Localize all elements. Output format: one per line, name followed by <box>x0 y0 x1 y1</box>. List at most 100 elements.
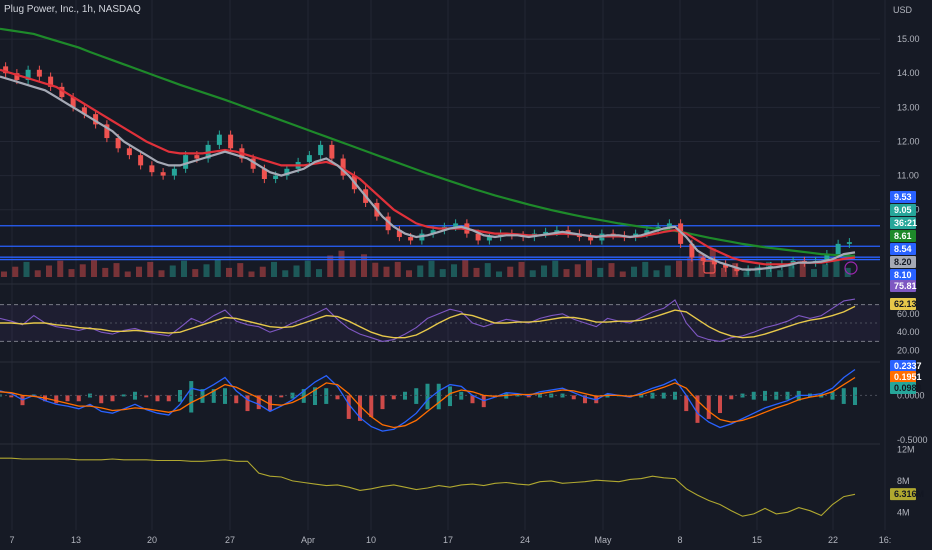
volume-bar-4 <box>46 265 52 277</box>
macd-hist-52 <box>583 395 587 404</box>
macd-hist-31 <box>346 395 351 419</box>
volume-bar-57 <box>642 261 649 277</box>
time-tick-7: 24 <box>520 535 530 545</box>
volume-bar-71 <box>799 260 806 277</box>
candle-body-49 <box>554 230 560 232</box>
macd-hist-16 <box>178 390 182 402</box>
rsi-tick-0: 60.00 <box>897 309 920 319</box>
time-tick-6: 17 <box>443 535 453 545</box>
volume-bar-73 <box>822 264 829 277</box>
rsi-label-1: 62.13 <box>894 299 917 309</box>
volume-bar-10 <box>113 263 120 277</box>
volume-bar-42 <box>473 267 480 277</box>
rsi-ma-line <box>0 305 856 339</box>
price-label-1: 9.05 <box>894 205 912 215</box>
macd-hist-23 <box>256 395 261 410</box>
volume-bar-20 <box>226 267 232 277</box>
macd-tick-0: 0.0000 <box>897 390 925 400</box>
volume-bar-1 <box>12 266 19 277</box>
macd-hist-1 <box>9 395 14 398</box>
currency-label: USD <box>892 5 912 15</box>
candle-body-61 <box>689 243 695 258</box>
volume-tick-1: 8M <box>897 476 910 486</box>
price-tick-1: 14.00 <box>897 68 920 78</box>
volume-bar-32 <box>361 254 367 277</box>
volume-bar-38 <box>428 260 435 277</box>
macd-hist-67 <box>751 391 756 400</box>
volume-bar-69 <box>777 270 784 277</box>
candle-body-60 <box>678 223 684 244</box>
candle-body-12 <box>138 155 144 166</box>
price-label-4-bg <box>890 243 916 255</box>
volume-bar-52 <box>586 259 592 277</box>
candle-body-6 <box>70 97 76 108</box>
volume-bar-72 <box>811 269 817 277</box>
volume-bar-37 <box>417 265 424 277</box>
volume-bar-33 <box>372 262 379 277</box>
candle-body-40 <box>453 223 459 227</box>
price-label-0: 9.53 <box>894 192 912 202</box>
price-tick-4: 11.00 <box>897 171 919 181</box>
volume-bar-74 <box>833 259 840 277</box>
time-tick-1: 13 <box>71 535 81 545</box>
macd-hist-28 <box>313 387 317 405</box>
volume-bar-31 <box>349 259 356 277</box>
macd-hist-30 <box>335 395 340 400</box>
macd-pane <box>0 368 880 432</box>
candle-body-34 <box>385 216 391 231</box>
volume-bar-29 <box>327 255 334 277</box>
volume-bar-25 <box>282 270 289 277</box>
ma-fast-line <box>0 75 856 271</box>
candle-body-29 <box>329 144 335 159</box>
volume-label-bg <box>890 488 916 501</box>
volume-bar-46 <box>518 261 525 277</box>
macd-label-0-bg <box>890 360 916 372</box>
time-tick-0: 7 <box>9 535 14 545</box>
price-axis[interactable]: 15.0014.0013.0012.0011.0010.0060.0040.00… <box>890 34 928 517</box>
time-tick-5: 10 <box>366 535 376 545</box>
macd-hist-37 <box>414 388 419 404</box>
volume-bar-3 <box>34 270 41 277</box>
candle-body-14 <box>160 172 166 176</box>
volume-bar-41 <box>462 259 469 277</box>
volume-bar-11 <box>124 271 131 277</box>
candle-body-20 <box>228 134 234 149</box>
macd-hist-33 <box>369 395 374 417</box>
price-label-3: 8.61 <box>894 231 912 241</box>
candle-body-73 <box>824 254 830 261</box>
horizontal-levels[interactable] <box>0 225 880 261</box>
candle-body-0 <box>3 66 9 74</box>
macd-hist-15 <box>166 395 171 402</box>
event-markers[interactable] <box>703 260 858 275</box>
macd-hist-66 <box>740 393 745 398</box>
macd-signal-line <box>0 376 856 429</box>
macd-hist-47 <box>526 395 531 398</box>
candle-body-10 <box>115 138 121 149</box>
price-label-4: 8.54 <box>894 244 912 254</box>
macd-hist-34 <box>380 395 385 410</box>
candle-body-5 <box>59 86 65 98</box>
time-axis[interactable]: 7 13 20 27 Apr 10 17 24 May 8 15 22 16: <box>9 535 891 545</box>
macd-hist-10 <box>110 395 115 402</box>
volume-bar-53 <box>597 267 604 277</box>
candle-body-43 <box>486 237 492 241</box>
rsi-label-1-bg <box>890 298 916 310</box>
volume-pane <box>0 457 856 517</box>
time-tick-4: Apr <box>301 535 315 545</box>
volume-bar-30 <box>338 250 345 277</box>
candle-body-19 <box>216 134 222 145</box>
price-tick-2: 13.00 <box>897 102 920 112</box>
macd-label-1: 0.1951 <box>894 372 922 382</box>
volume-bar-28 <box>316 269 322 277</box>
volume-bar-68 <box>766 261 772 277</box>
macd-tick-1: -0.5000 <box>897 435 928 445</box>
volume-bar-12 <box>136 266 142 277</box>
macd-hist-25 <box>279 395 284 398</box>
candle-body-25 <box>284 168 290 176</box>
macd-hist-65 <box>729 395 734 400</box>
candle-body-23 <box>261 168 267 180</box>
time-tick-3: 27 <box>225 535 235 545</box>
macd-hist-20 <box>223 388 227 404</box>
macd-hist-39 <box>436 383 441 410</box>
